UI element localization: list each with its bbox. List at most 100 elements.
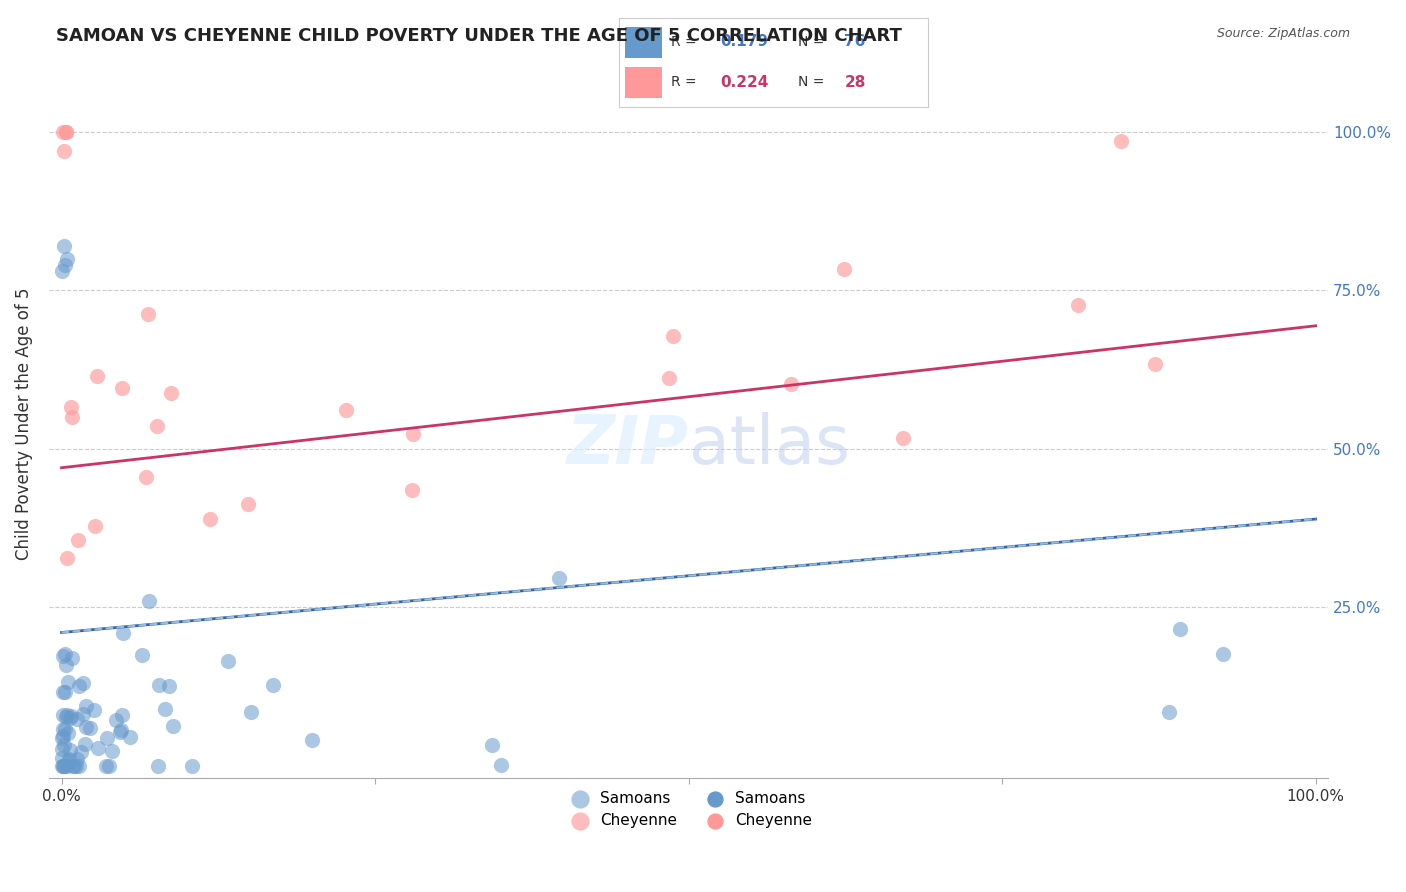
Cheyenne xyxy=(891,431,914,445)
Cheyenne xyxy=(136,307,159,321)
Samoans xyxy=(60,651,83,665)
Samoans xyxy=(56,758,79,772)
Samoans xyxy=(100,744,122,758)
Text: 28: 28 xyxy=(845,75,866,89)
Samoans xyxy=(96,731,118,745)
Samoans xyxy=(548,571,571,585)
Samoans xyxy=(112,625,135,640)
Text: R =: R = xyxy=(671,35,702,49)
Cheyenne xyxy=(67,533,90,547)
Cheyenne xyxy=(834,261,856,276)
Cheyenne xyxy=(658,371,681,385)
Samoans xyxy=(1168,622,1191,636)
Samoans xyxy=(72,706,94,721)
Cheyenne xyxy=(55,125,77,139)
Samoans xyxy=(110,725,132,739)
Samoans xyxy=(153,702,176,716)
Cheyenne xyxy=(135,470,157,484)
Cheyenne xyxy=(111,381,134,395)
Cheyenne xyxy=(146,418,169,433)
Text: N =: N = xyxy=(799,75,828,89)
Samoans xyxy=(75,720,97,734)
Bar xyxy=(624,27,662,58)
Samoans xyxy=(52,239,75,253)
Samoans xyxy=(98,758,121,772)
Samoans xyxy=(262,678,284,692)
Cheyenne xyxy=(52,144,75,158)
Samoans xyxy=(52,685,75,699)
Cheyenne xyxy=(60,409,83,424)
Samoans xyxy=(157,679,180,693)
Samoans xyxy=(87,740,110,755)
Samoans xyxy=(66,712,89,726)
Samoans xyxy=(481,738,503,752)
Samoans xyxy=(96,758,118,772)
Samoans xyxy=(51,751,73,765)
Text: N =: N = xyxy=(799,35,828,49)
Samoans xyxy=(240,705,263,719)
Samoans xyxy=(69,745,91,759)
Cheyenne xyxy=(401,483,423,497)
Samoans xyxy=(53,258,76,272)
Samoans xyxy=(55,709,77,723)
Cheyenne xyxy=(86,368,108,383)
Y-axis label: Child Poverty Under the Age of 5: Child Poverty Under the Age of 5 xyxy=(15,287,32,559)
Samoans xyxy=(79,721,101,735)
Samoans xyxy=(148,758,170,772)
Samoans xyxy=(131,648,153,663)
Samoans xyxy=(53,647,76,661)
Cheyenne xyxy=(84,519,107,533)
Samoans xyxy=(489,758,512,772)
Cheyenne xyxy=(661,328,683,343)
Samoans xyxy=(53,738,76,752)
Samoans xyxy=(53,685,76,699)
Samoans xyxy=(52,758,75,772)
Samoans xyxy=(138,594,160,608)
Samoans xyxy=(58,753,80,767)
Text: Source: ZipAtlas.com: Source: ZipAtlas.com xyxy=(1216,27,1350,40)
Samoans xyxy=(59,711,82,725)
Samoans xyxy=(72,675,94,690)
Cheyenne xyxy=(236,497,259,511)
Cheyenne xyxy=(1109,134,1132,148)
Cheyenne xyxy=(200,511,222,525)
Samoans xyxy=(58,726,80,740)
Text: SAMOAN VS CHEYENNE CHILD POVERTY UNDER THE AGE OF 5 CORRELATION CHART: SAMOAN VS CHEYENNE CHILD POVERTY UNDER T… xyxy=(56,27,903,45)
Samoans xyxy=(52,758,75,772)
Samoans xyxy=(110,723,132,737)
Samoans xyxy=(67,758,90,772)
Text: 0.224: 0.224 xyxy=(721,75,769,89)
Samoans xyxy=(56,252,79,266)
Samoans xyxy=(67,679,90,693)
Samoans xyxy=(73,737,96,751)
Samoans xyxy=(104,713,127,727)
Samoans xyxy=(75,698,97,713)
Text: atlas: atlas xyxy=(689,412,849,477)
Cheyenne xyxy=(56,550,79,565)
Samoans xyxy=(66,752,89,766)
Samoans xyxy=(52,729,75,743)
Samoans xyxy=(118,731,141,745)
Samoans xyxy=(301,733,323,747)
Samoans xyxy=(62,758,84,772)
Samoans xyxy=(51,264,73,278)
Text: ZIP: ZIP xyxy=(567,412,689,477)
Samoans xyxy=(217,654,239,668)
Text: R =: R = xyxy=(671,75,702,89)
Samoans xyxy=(55,708,77,723)
Text: 76: 76 xyxy=(845,35,866,49)
Cheyenne xyxy=(1067,298,1090,312)
Bar xyxy=(624,67,662,98)
Text: 0.179: 0.179 xyxy=(721,35,769,49)
Cheyenne xyxy=(335,402,357,417)
Cheyenne xyxy=(779,377,801,392)
Samoans xyxy=(62,758,84,772)
Cheyenne xyxy=(402,426,425,441)
Samoans xyxy=(51,742,73,756)
Samoans xyxy=(55,657,77,672)
Samoans xyxy=(56,675,79,690)
Samoans xyxy=(52,722,75,736)
Cheyenne xyxy=(60,400,83,414)
Cheyenne xyxy=(160,385,183,400)
Samoans xyxy=(52,648,75,663)
